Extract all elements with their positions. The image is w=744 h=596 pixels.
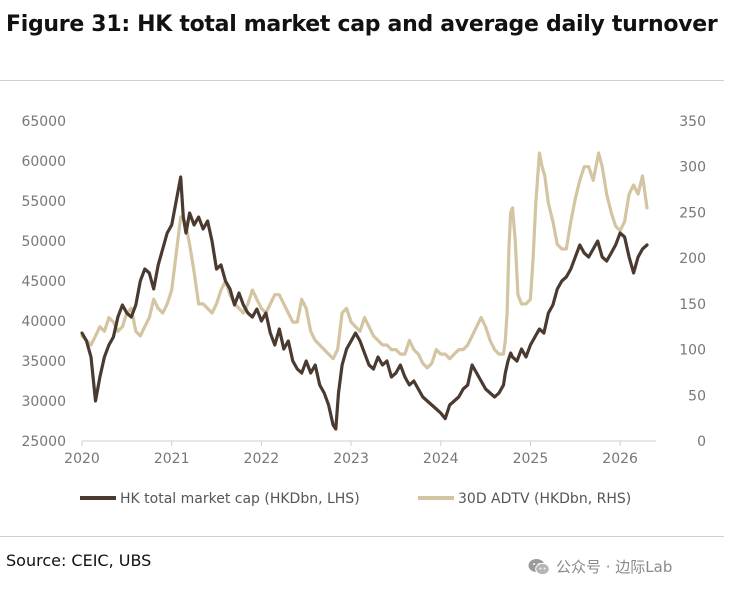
wechat-logo-icon <box>528 558 550 575</box>
watermark-text: 公众号 · 边际Lab <box>556 558 673 576</box>
left-y-tick-label: 50000 <box>21 234 66 250</box>
bottom-divider <box>0 536 724 537</box>
x-tick-label: 2023 <box>333 451 369 467</box>
right-y-tick-label: 0 <box>697 434 706 450</box>
left-y-tick-label: 45000 <box>21 274 66 290</box>
right-y-tick-label: 50 <box>688 388 706 404</box>
chart: 2020 2021 2022 2023 2024 2025 2026 25000 30000 35… <box>21 114 706 507</box>
left-y-tick-label: 30000 <box>21 394 66 410</box>
left-y-tick-label: 40000 <box>21 314 66 330</box>
left-y-tick-label: 35000 <box>21 354 66 370</box>
legend-adtv-label: 30D ADTV (HKDbn, RHS) <box>458 491 631 507</box>
legend: HK total market cap (HKDbn, LHS) 30D ADTV… <box>80 491 631 507</box>
right-y-tick-label: 150 <box>679 297 706 313</box>
x-tick-label: 2026 <box>602 451 638 467</box>
x-tick-label: 2022 <box>244 451 280 467</box>
left-y-tick-label: 25000 <box>21 434 66 450</box>
left-y-tick-label: 60000 <box>21 154 66 170</box>
right-y-tick-label: 350 <box>679 114 706 130</box>
x-tick-label: 2024 <box>423 451 459 467</box>
legend-market-cap-label: HK total market cap (HKDbn, LHS) <box>120 491 360 507</box>
top-divider <box>0 80 724 81</box>
x-tick-label: 2025 <box>513 451 549 467</box>
series-lines <box>80 151 649 431</box>
market-cap-line <box>80 175 649 431</box>
left-y-tick-label: 55000 <box>21 194 66 210</box>
x-tick-label: 2021 <box>154 451 190 467</box>
watermark: 公众号 · 边际Lab <box>528 556 672 577</box>
axes: 2020 2021 2022 2023 2024 2025 2026 25000 30000 35… <box>21 114 706 467</box>
left-y-tick-label: 65000 <box>21 114 66 130</box>
x-tick-label: 2020 <box>64 451 100 467</box>
right-y-tick-label: 200 <box>679 251 706 267</box>
adtv-line <box>80 151 649 370</box>
source-note: Source: CEIC, UBS <box>6 551 152 570</box>
right-y-tick-label: 300 <box>679 160 706 176</box>
figure-title: Figure 31: HK total market cap and avera… <box>6 12 718 37</box>
right-y-tick-label: 100 <box>679 343 706 359</box>
right-y-tick-label: 250 <box>679 205 706 221</box>
